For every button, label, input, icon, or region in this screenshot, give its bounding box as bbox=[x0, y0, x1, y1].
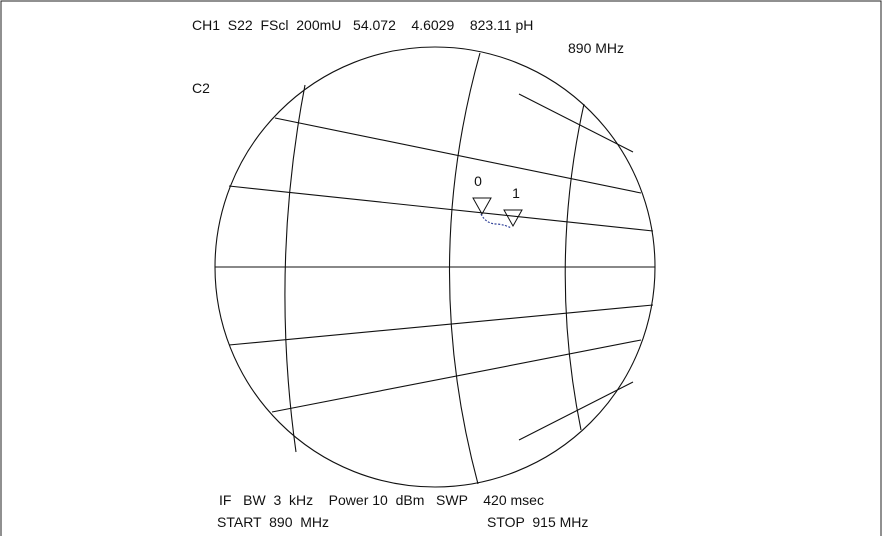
status-line: CH1 S22 FScl 200mU 54.072 4.6029 823.11 … bbox=[192, 17, 533, 33]
trace-curve bbox=[480, 213, 512, 229]
marker-symbol bbox=[472, 197, 492, 216]
settings-line: IF BW 3 kHz Power 10 dBm SWP 420 msec bbox=[219, 492, 544, 508]
reactance-line bbox=[228, 185, 654, 232]
marker-symbol bbox=[503, 209, 523, 228]
smith-chart bbox=[214, 46, 656, 488]
trace: 0 1 bbox=[472, 173, 523, 229]
resistance-arc bbox=[448, 52, 481, 485]
marker-label: 0 bbox=[474, 173, 482, 189]
marker-label: 1 bbox=[512, 185, 520, 201]
reactance-line bbox=[518, 381, 634, 441]
resistance-arc bbox=[564, 103, 585, 431]
reactance-line bbox=[228, 304, 654, 346]
start-frequency: START 890 MHz bbox=[217, 514, 329, 530]
marker-frequency: 890 MHz bbox=[568, 40, 624, 56]
reactance-line bbox=[518, 93, 634, 153]
channel-label: C2 bbox=[192, 80, 210, 96]
resistance-arc bbox=[284, 84, 306, 453]
stop-frequency: STOP 915 MHz bbox=[487, 514, 588, 530]
